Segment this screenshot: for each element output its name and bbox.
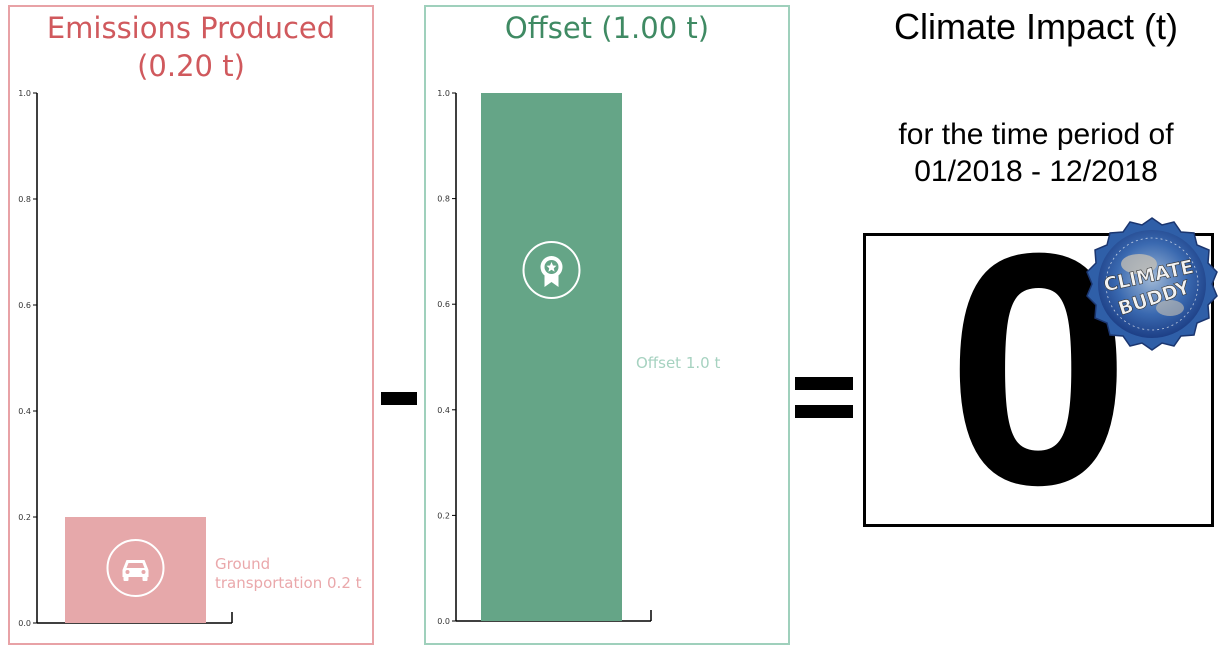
- y-tick-label: 1.0: [18, 89, 31, 98]
- car-headlight-right: [141, 570, 146, 574]
- y-tick-label: 0.8: [437, 195, 450, 204]
- award-star: [546, 262, 557, 272]
- y-tick-label: 0.0: [437, 617, 450, 626]
- badge-cloud: [1121, 254, 1157, 274]
- equals-sign-bottom: [795, 405, 853, 418]
- emissions-panel: Emissions Produced (0.20 t) 0.0 0.2 0.4 0.6…: [8, 5, 374, 645]
- y-tick-label: 0.0: [18, 619, 31, 628]
- minus-sign: [381, 392, 417, 405]
- climate-buddy-badge-icon: CLIMATE BUDDY: [1086, 217, 1218, 351]
- y-tick-label: 0.6: [18, 301, 31, 310]
- emissions-bar-label-line2: transportation 0.2 t: [215, 574, 362, 592]
- car-icon: [122, 560, 149, 581]
- y-tick-label: 0.2: [18, 513, 31, 522]
- y-tick-label: 1.0: [437, 89, 450, 98]
- bar-icon-circle: [106, 539, 165, 597]
- equals-sign-top: [795, 377, 853, 390]
- car-headlight-left: [125, 570, 130, 574]
- emissions-bar-label-line1: Ground: [215, 555, 271, 573]
- award-ribbon-icon: [540, 256, 563, 287]
- badge-ring: [1105, 237, 1199, 331]
- badge-cloud-2: [1156, 300, 1184, 316]
- bar-icon-circle: [522, 241, 581, 299]
- climate-impact-box: 0: [863, 233, 1214, 527]
- car-window: [126, 563, 145, 568]
- y-tick-label: 0.4: [437, 406, 450, 415]
- emissions-title-line2: (0.20 t): [137, 49, 245, 83]
- time-period-label: for the time period of: [898, 118, 1174, 151]
- offset-chart: 0.0 0.2 0.4 0.6 0.8 1.0: [437, 89, 652, 626]
- time-period-range: 01/2018 - 12/2018: [914, 155, 1158, 188]
- bar: [481, 93, 622, 621]
- y-tick-label: 0.8: [18, 195, 31, 204]
- emissions-chart: 0.0 0.2 0.4 0.6 0.8 1.0: [18, 89, 233, 628]
- car-wheel-left: [123, 576, 129, 581]
- climate-impact-heading: Climate Impact (t): [893, 6, 1179, 47]
- offset-bar-label: Offset 1.0 t: [636, 354, 721, 372]
- emissions-bar-label: Ground transportation 0.2 t: [215, 555, 362, 593]
- y-tick-label: 0.2: [437, 511, 450, 520]
- offset-panel: Offset (1.00 t) 0.0 0.2 0.4 0.6 0.8 1.0 Offse…: [424, 5, 790, 645]
- y-tick-label: 0.6: [437, 300, 450, 309]
- emissions-title: Emissions Produced (0.20 t): [10, 9, 372, 85]
- car-body: [122, 560, 149, 577]
- offset-title: Offset (1.00 t): [504, 11, 710, 45]
- emissions-title-line1: Emissions Produced: [46, 11, 336, 45]
- y-tick-label: 0.4: [18, 407, 31, 416]
- car-wheel-right: [142, 576, 148, 581]
